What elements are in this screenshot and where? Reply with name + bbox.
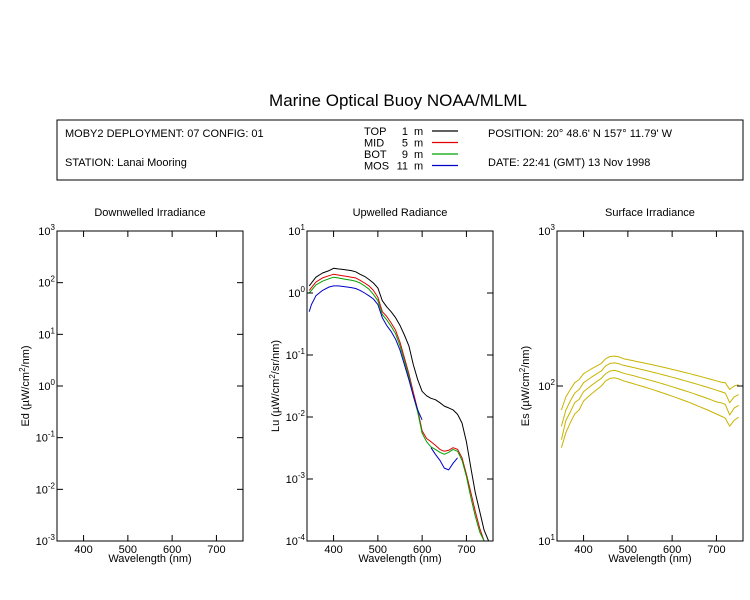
legend-name: TOP (364, 126, 386, 138)
legend-depth: 9 (402, 149, 408, 161)
x-tick-label: 400 (74, 544, 92, 556)
series-line-1 (308, 273, 489, 541)
legend-entry-top: TOP 1 m (364, 126, 458, 138)
plot-frame (556, 230, 744, 542)
x-axis-label: Wavelength (nm) (358, 553, 441, 565)
series-line-0 (560, 355, 739, 411)
plot-frame (56, 230, 244, 542)
x-tick-label: 500 (619, 544, 637, 556)
legend-unit: m (414, 161, 423, 173)
panel-title: Surface Irradiance (605, 207, 695, 219)
y-axis-label: Lu (µW/cm2/sr/nm) (268, 340, 282, 432)
legend-depth: 1 (402, 126, 408, 138)
y-tick-label: 101 (538, 533, 555, 548)
y-tick-label: 101 (288, 223, 305, 238)
date-text: DATE: 22:41 (GMT) 13 Nov 1998 (488, 157, 650, 169)
y-tick-label: 102 (38, 275, 55, 290)
legend-entry-mid: MID 5 m (364, 138, 458, 150)
y-tick-label: 10-1 (36, 430, 56, 445)
x-tick-label: 400 (574, 544, 592, 556)
panel-upwelled-radiance: Upwelled Radiance 400 500 600 700 101 100 10-1 1… (268, 207, 494, 565)
y-tick-label: 10-2 (36, 481, 56, 496)
legend-unit: m (414, 149, 423, 161)
y-tick-label: 100 (288, 285, 305, 300)
y-axis-label: Ed (µW/cm2/nm) (18, 345, 32, 426)
station-text: STATION: Lanai Mooring (65, 157, 187, 169)
info-box: MOBY2 DEPLOYMENT: 07 CONFIG: 01 STATION:… (56, 119, 744, 181)
legend-unit: m (414, 126, 423, 138)
panel-surface-irradiance: Surface Irradiance 400 500 600 700 103 102 101 W… (518, 207, 744, 565)
series-line-2 (308, 276, 489, 541)
y-tick-label: 103 (538, 223, 555, 238)
panel-downwelled-irradiance: Downwelled Irradiance 400 500 600 700 103 102 1… (18, 207, 244, 565)
legend-entry-mos: MOS 11 m (364, 161, 458, 173)
y-tick-label: 10-3 (36, 533, 56, 548)
y-tick-label: 10-2 (286, 409, 306, 424)
x-tick-label: 600 (413, 544, 431, 556)
plot-frame (306, 230, 494, 542)
legend-entry-bot: BOT 9 m (364, 149, 458, 161)
y-tick-label: 10-1 (286, 347, 306, 362)
panel-title: Upwelled Radiance (353, 207, 448, 219)
y-tick-label: 101 (38, 326, 55, 341)
deployment-text: MOBY2 DEPLOYMENT: 07 CONFIG: 01 (65, 128, 264, 140)
x-tick-label: 500 (119, 544, 137, 556)
x-tick-label: 400 (324, 544, 342, 556)
y-tick-label: 100 (38, 378, 55, 393)
x-tick-label: 600 (663, 544, 681, 556)
x-axis-label: Wavelength (nm) (108, 553, 191, 565)
series-line-1 (560, 362, 739, 427)
series-group (560, 355, 739, 448)
x-tick-label: 700 (457, 544, 475, 556)
y-tick-label: 103 (38, 223, 55, 238)
legend-name: MOS (364, 161, 389, 173)
legend-depth: 5 (402, 138, 408, 150)
x-tick-label: 700 (707, 544, 725, 556)
series-line-3 (560, 377, 739, 448)
legend-depth: 11 (397, 161, 408, 173)
series-line-2 (560, 369, 739, 440)
x-tick-label: 600 (163, 544, 181, 556)
x-tick-label: 500 (369, 544, 387, 556)
position-text: POSITION: 20° 48.6' N 157° 11.79' W (488, 128, 673, 140)
series-line-3 (308, 285, 423, 421)
figure-title: Marine Optical Buoy NOAA/MLML (269, 91, 527, 110)
y-tick-label: 102 (538, 378, 555, 393)
series-group (308, 267, 490, 541)
legend-unit: m (414, 138, 423, 150)
series-line-4 (430, 447, 458, 471)
y-tick-label: 10-4 (286, 533, 306, 548)
info-box-frame (56, 119, 744, 181)
x-axis-label: Wavelength (nm) (608, 553, 691, 565)
y-tick-label: 10-3 (286, 471, 306, 486)
legend-name: BOT (364, 149, 387, 161)
x-tick-label: 700 (207, 544, 225, 556)
y-axis-label: Es (µW/cm2/nm) (518, 346, 532, 426)
panel-title: Downwelled Irradiance (94, 207, 205, 219)
series-line-0 (308, 267, 490, 541)
legend-name: MID (364, 138, 384, 150)
